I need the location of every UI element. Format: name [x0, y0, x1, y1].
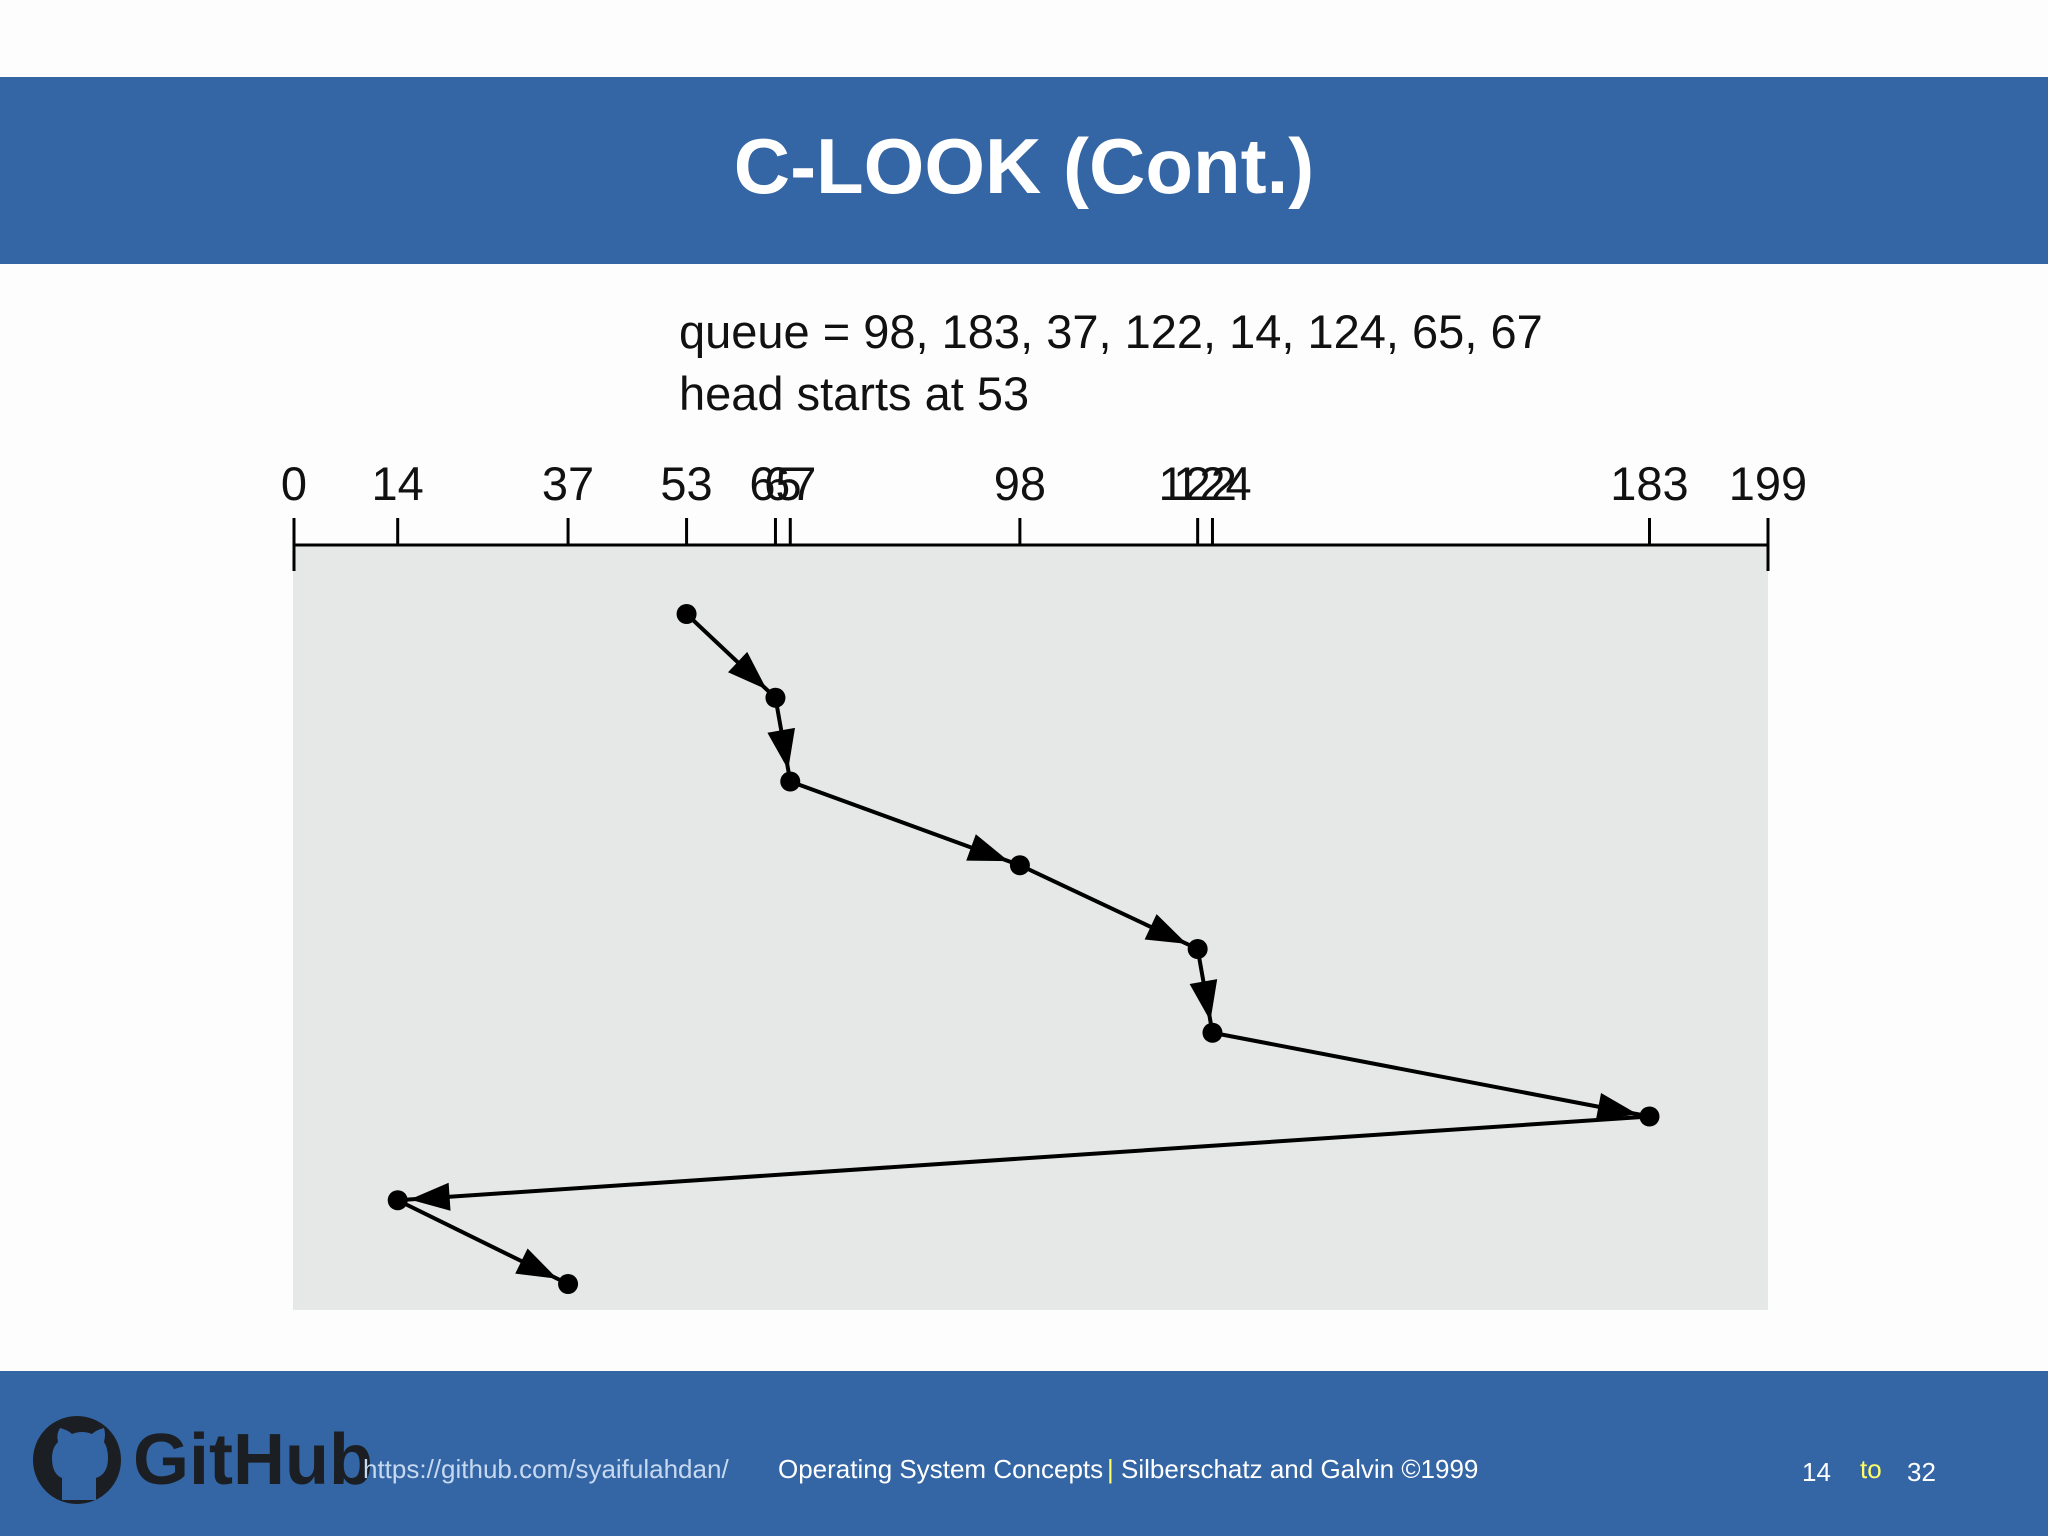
x-tick-label: 67	[764, 457, 816, 510]
head-position	[780, 771, 801, 792]
arrowhead	[409, 1182, 451, 1211]
annotation: head starts at 53	[679, 367, 1029, 420]
header-band	[0, 77, 2048, 264]
page-total: 32	[1907, 1457, 1936, 1487]
arrowhead	[728, 651, 767, 690]
arrowhead	[1189, 979, 1218, 1021]
head-position	[1639, 1106, 1660, 1127]
x-tick-label: 199	[1729, 457, 1807, 510]
x-tick-label: 65	[749, 457, 801, 510]
head-position	[387, 1190, 408, 1211]
arrowhead	[515, 1248, 558, 1279]
footer-authors: Silberschatz and Galvin ©1999	[1121, 1454, 1479, 1484]
arrowhead	[1144, 914, 1187, 944]
head-position	[1202, 1022, 1223, 1043]
x-tick-label: 122	[1158, 457, 1236, 510]
x-tick-label: 183	[1610, 457, 1688, 510]
github-logo	[33, 1416, 121, 1504]
footer-separator: |	[1107, 1454, 1114, 1484]
footer-url[interactable]: https://github.com/syaifulahdan/	[363, 1454, 729, 1484]
head-position	[1009, 855, 1030, 876]
page-number: 14	[1802, 1457, 1831, 1487]
footer-band	[0, 1371, 2048, 1536]
x-tick-label: 53	[660, 457, 712, 510]
arrowhead	[767, 727, 795, 770]
arrowhead	[1595, 1092, 1638, 1121]
head-position	[765, 687, 786, 708]
x-tick-label: 98	[994, 457, 1046, 510]
slide-title: C-LOOK (Cont.)	[733, 122, 1315, 210]
page-to: to	[1860, 1454, 1882, 1484]
x-tick-label: 0	[281, 457, 307, 510]
footer-course: Operating System Concepts	[778, 1454, 1104, 1484]
head-position	[676, 604, 697, 624]
logo-text: GitHub	[133, 1420, 373, 1500]
head-position	[558, 1274, 579, 1294]
x-tick-label: 124	[1173, 457, 1251, 510]
x-tick-label: 14	[372, 457, 424, 510]
arrowhead	[966, 834, 1009, 862]
x-tick-label: 37	[542, 457, 594, 510]
plot-area	[293, 545, 1768, 1310]
head-position	[1187, 939, 1208, 959]
annotation: queue = 98, 183, 37, 122, 14, 124, 65, 6…	[679, 305, 1543, 358]
